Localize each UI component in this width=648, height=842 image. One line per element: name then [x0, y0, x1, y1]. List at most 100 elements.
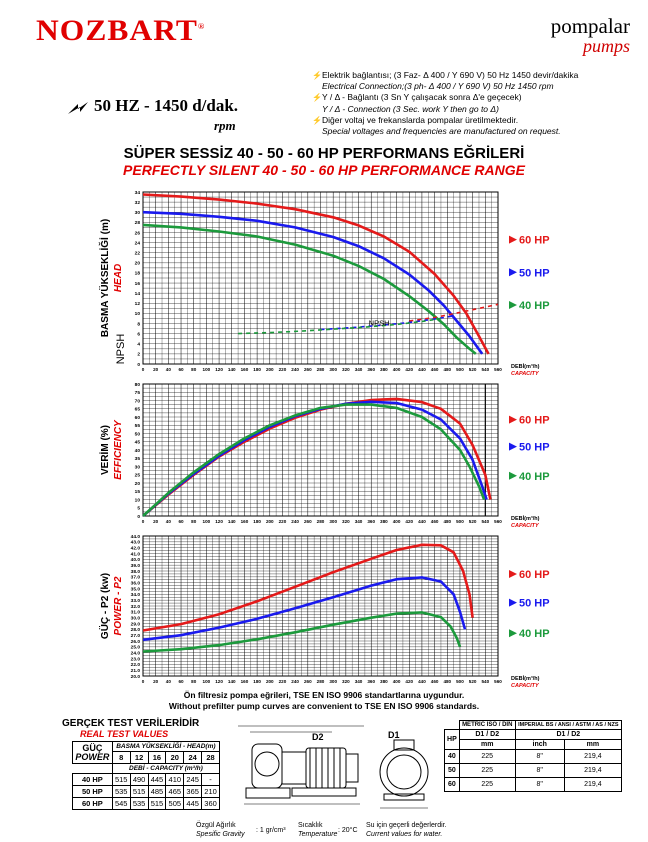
y-tick-label: 45 — [135, 440, 141, 446]
brand-mark: ® — [197, 22, 206, 31]
x-tick-label: 340 — [355, 367, 363, 372]
capacity-cell: 445 — [147, 773, 167, 786]
legend-label-hp40: 40 HP — [519, 300, 550, 312]
x-tick-label: 500 — [456, 679, 464, 684]
capacity-cell: 210 — [201, 785, 220, 798]
y-tick-label: 30 — [135, 210, 141, 216]
capacity-cell: 515 — [147, 797, 167, 810]
y-tick-label: 50 — [135, 431, 141, 437]
brand-name: NOZBART — [35, 14, 198, 47]
legend-marker-hp40 — [509, 300, 517, 309]
legend-marker-hp50 — [509, 598, 517, 607]
note-text: Y / Δ - Bağlantı (3 Sn Y çalışacak sonra… — [322, 92, 522, 103]
x-tick-label: 460 — [431, 679, 439, 684]
x-tick-label: 520 — [469, 367, 477, 372]
legend-marker-hp60 — [509, 570, 517, 578]
y-tick-label: 26.0 — [131, 639, 141, 645]
mm2-cell: 219,4 — [563, 777, 623, 792]
y-tick-label: 25.0 — [131, 645, 141, 651]
y-tick-label: 6 — [137, 331, 140, 337]
capacity-cell: 245 — [183, 773, 203, 786]
x-tick-label: 0 — [142, 679, 145, 684]
x-tick-label: 100 — [203, 679, 211, 684]
note-text: Elektrik bağlantısı; (3 Faz- Δ 400 / Y 6… — [322, 70, 579, 80]
legend-marker-hp50 — [509, 268, 517, 277]
caption-tr: Ön filtresiz pompa eğrileri, TSE EN ISO … — [183, 690, 465, 700]
x-tick-label: 180 — [253, 519, 261, 524]
category-en: pumps — [582, 36, 630, 56]
x-axis-label-tr: DEBİ(m³/h) — [511, 675, 540, 682]
legend-label-hp50: 50 HP — [519, 267, 550, 279]
performance-charts: 0 20 40 60 80 100 120 140 160 180 200 220 240 260 280 3… — [98, 190, 550, 689]
x-tick-label: 340 — [355, 519, 363, 524]
x-tick-label: 560 — [494, 367, 502, 372]
hp-cell: 40 HP — [72, 773, 113, 786]
y-axis-label-en: HEAD — [113, 264, 124, 292]
y-tick-label: 20 — [135, 261, 141, 267]
series-line-hp40 — [142, 223, 477, 355]
inch-cell: 8" — [514, 777, 565, 792]
real-test-table: GÜÇ POWER BASMA YÜKSEKLİĞİ - HEAD(m) 8 12 16 2… — [72, 741, 221, 810]
x-tick-label: 440 — [418, 519, 426, 524]
x-tick-label: 140 — [228, 519, 236, 524]
y-tick-label: 80 — [135, 382, 141, 388]
legend-label-hp50: 50 HP — [519, 442, 550, 454]
x-tick-label: 380 — [380, 367, 388, 372]
hp-cell: 60 — [444, 777, 460, 792]
y-tick-label: 18 — [135, 271, 141, 277]
note-text: Y / Δ - Connection (3 Sec. work Y then g… — [322, 103, 499, 114]
metric-header: METRIC ISO / DIN — [458, 720, 516, 730]
hp-cell: 40 — [444, 749, 460, 764]
y-tick-label: 10 — [135, 311, 141, 317]
x-tick-label: 60 — [178, 679, 184, 684]
x-tick-label: 280 — [317, 679, 325, 684]
chart-efficiency: 0 20 40 60 80 100 120 140 160 180 200 220 240 260 280 3… — [98, 382, 550, 529]
legend-label-hp60: 60 HP — [519, 415, 550, 427]
x-tick-label: 440 — [418, 367, 426, 372]
y-tick-label: 55 — [135, 423, 141, 429]
series-line-hp50 — [142, 210, 484, 355]
capacity-label: DEBİ - CAPACITY (m³/h) — [111, 763, 221, 774]
capacity-cell: 445 — [183, 797, 203, 810]
y-tick-label: 0 — [137, 514, 140, 520]
mm2-header: mm — [563, 739, 623, 750]
x-tick-label: 20 — [153, 367, 159, 372]
x-tick-label: 80 — [191, 679, 197, 684]
temp-value: : 20°C — [338, 827, 358, 834]
y-tick-label: 38.0 — [131, 569, 141, 575]
y-axis-label-en: POWER - P2 — [113, 576, 124, 635]
x-tick-label: 500 — [456, 519, 464, 524]
x-tick-label: 280 — [317, 367, 325, 372]
series-line-hp60-npsh — [409, 303, 499, 322]
imperial-header: IMPERIAL BS / ANSI / ASTM / AS / NZS — [514, 720, 623, 730]
y-tick-label: 25 — [135, 473, 141, 479]
legend-label-hp40: 40 HP — [519, 471, 550, 483]
y-tick-label: 37.0 — [131, 575, 141, 581]
sg-value: : 1 gr/cm³ — [256, 827, 286, 834]
y-tick-label: 30 — [135, 464, 141, 470]
x-tick-label: 360 — [367, 519, 375, 524]
water-note-tr: Su için geçerli değerlerdir. — [366, 822, 447, 829]
series-line-hp50 — [142, 576, 467, 642]
series-line-hp60 — [142, 193, 490, 355]
head-value: 28 — [201, 751, 220, 764]
chart-head: 0 20 40 60 80 100 120 140 160 180 200 220 240 260 280 3… — [98, 190, 550, 377]
footer-water-note: Su için geçerli değerlerdir. Current val… — [366, 822, 447, 839]
legend-marker-hp60 — [509, 235, 517, 244]
x-tick-label: 100 — [203, 519, 211, 524]
y-tick-label: 0 — [137, 362, 140, 368]
x-tick-label: 160 — [241, 519, 249, 524]
series-line-hp40 — [142, 403, 486, 517]
test-table-title: GERÇEK TEST VERİLERİDİR — [62, 718, 200, 729]
x-tick-label: 160 — [241, 679, 249, 684]
x-tick-label: 0 — [142, 519, 145, 524]
x-tick-label: 260 — [304, 367, 312, 372]
head-value: 24 — [183, 751, 203, 764]
x-tick-label: 420 — [405, 679, 413, 684]
x-tick-label: 260 — [304, 519, 312, 524]
mm-header: mm — [458, 739, 516, 750]
hp-cell: 50 HP — [72, 785, 113, 798]
sg-label-en: Spesific Gravity — [196, 830, 245, 838]
y-tick-label: 42.0 — [131, 545, 141, 551]
x-tick-label: 120 — [215, 367, 223, 372]
